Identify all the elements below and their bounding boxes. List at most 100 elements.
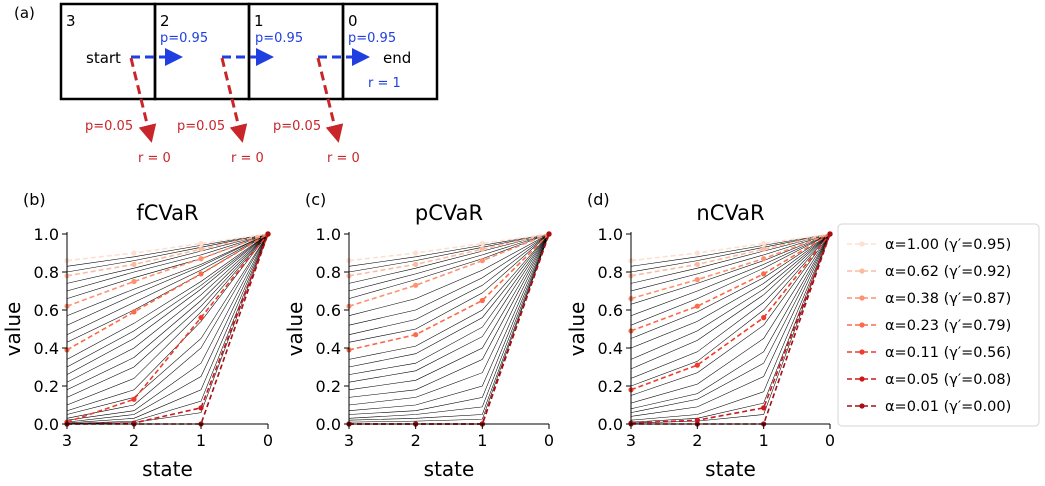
panel-label-a: (a) [14,4,35,22]
series-point [198,405,204,411]
background-line [348,233,550,415]
fail-reward-label-1: r = 0 [138,151,171,166]
fail-reward-label-2: r = 0 [231,151,264,166]
background-line [630,233,831,267]
panel-a-diagram: (a) 3 2 1 0 start end r = 1 p=0.95 p=0.9… [14,2,439,166]
fail-prob-label-1: p=0.05 [85,119,133,134]
fail-arrow-3 [316,57,344,143]
x-tick-label: 1 [759,431,769,450]
series-point [694,250,700,256]
background-line [630,233,831,413]
background-line [66,233,269,406]
forward-prob-label-1: p=0.95 [160,31,208,46]
series-point [761,240,767,247]
background-line [630,233,831,284]
background-line [348,233,550,284]
series-line-3 [630,233,831,332]
x-tick-label: 3 [344,431,354,450]
background-line [66,233,269,360]
chart-ncvar: (d) nCVaR 0.0 0.2 0.4 0.6 0.8 1.0 3 2 1 0 state value [565,190,835,481]
background-line [66,233,269,292]
y-axis-label: value [283,302,307,357]
series-point [131,309,137,315]
background-line [66,233,269,398]
background-line [66,233,269,415]
y-tick-label: 0.6 [316,301,341,320]
background-line [630,233,831,339]
legend-frame [837,223,1040,427]
x-axis-label: state [142,457,193,481]
chart-pcvar: (c) pCVaR 0.0 0.2 0.4 0.6 0.8 1.0 3 2 1 0 state value [283,190,554,481]
background-line [630,233,831,316]
x-tick-label: 0 [263,431,273,450]
x-tick-label: 2 [692,431,702,450]
background-line [348,233,550,375]
series-point [827,231,833,237]
legend-entry-4: α=0.11 (γ′=0.56) [885,345,1011,361]
fail-prob-label-3: p=0.05 [273,119,321,134]
background-line [630,233,831,421]
panel-label-pcvar: (c) [305,190,326,209]
series-point [413,261,419,267]
background-line [630,233,831,396]
y-tick-label: 0.8 [598,263,623,282]
series-point [198,246,204,252]
x-tick-label: 1 [196,431,206,450]
background-line [630,233,831,292]
series-line-6 [631,233,831,425]
legend-entry-5: α=0.05 (γ′=0.08) [885,372,1011,388]
series-point [761,256,767,262]
y-tick-label: 0.2 [34,377,59,396]
background-line [66,233,269,419]
series-point [131,396,137,402]
background-line [66,233,269,273]
series-point [694,417,700,423]
panel-label-fcvar: (b) [23,190,46,209]
series-line-2 [66,233,269,307]
background-line [66,233,269,424]
series-point [413,282,419,288]
y-tick-label: 0.6 [598,301,623,320]
background-line [66,233,269,284]
fail-prob-label-2: p=0.05 [177,119,225,134]
state-number-0: 0 [348,12,358,30]
series-line-1 [348,233,550,277]
background-line [348,233,550,343]
background-line [348,233,550,368]
end-label: end [383,49,411,67]
background-line [348,233,550,383]
background-line [348,233,550,292]
series-point [198,315,204,321]
x-tick-label: 0 [825,431,835,450]
x-tick-label: 3 [62,431,72,450]
y-tick-label: 0.0 [316,415,341,434]
legend-entry-6: α=0.01 (γ′=0.00) [885,399,1011,415]
background-line [66,233,269,267]
background-line [348,233,550,299]
background-line [348,233,550,267]
state-number-1: 1 [254,12,264,30]
legend-marker-1 [859,268,865,274]
background-line [630,233,831,379]
background-line [630,233,831,349]
background-line [348,233,550,335]
x-tick-label: 0 [544,431,554,450]
legend-entry-0: α=1.00 (γ′=0.95) [885,237,1011,253]
forward-prob-label-3: p=0.95 [348,31,396,46]
legend-marker-2 [859,295,865,301]
background-line [348,233,550,398]
legend-marker-5 [859,376,865,382]
series-point [413,250,419,256]
series-point [479,246,485,252]
series-line-2 [630,233,831,300]
background-line [66,233,269,411]
fail-arrow-2 [220,57,248,143]
background-line [66,233,269,421]
background-line [630,233,831,326]
series-line-1 [66,233,269,277]
series-point [413,332,419,338]
background-line [66,233,269,423]
chart-title-pcvar: pCVaR [415,201,483,225]
series-point [198,240,204,247]
